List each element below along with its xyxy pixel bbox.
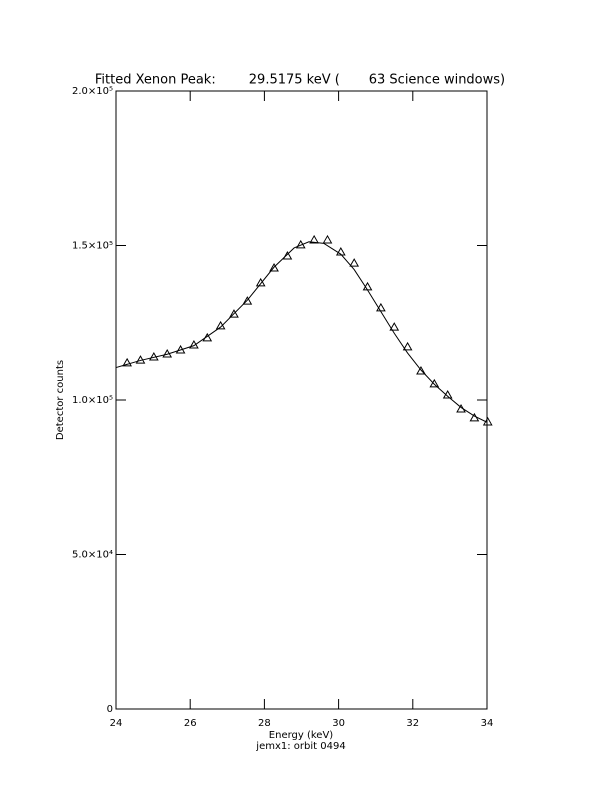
- x-tick-label: 32: [406, 718, 419, 729]
- y-tick-label: 2.0×10⁵: [72, 86, 113, 97]
- chart-title: Fitted Xenon Peak: 29.5175 keV ( 63 Scie…: [95, 73, 505, 88]
- data-point: [255, 277, 266, 287]
- y-tick-label: 1.5×10⁵: [72, 241, 113, 252]
- fit-line: [115, 241, 488, 423]
- x-axis-label: Energy (keV): [269, 730, 334, 741]
- data-point: [416, 365, 426, 375]
- data-point: [402, 341, 413, 351]
- data-point: [335, 246, 346, 256]
- data-point: [309, 234, 319, 244]
- data-point: [282, 250, 293, 260]
- data-point: [242, 296, 253, 305]
- y-tick-label: 0: [107, 704, 113, 715]
- x-tick-label: 28: [258, 718, 271, 729]
- x-tick-label: 34: [481, 718, 494, 729]
- y-tick-label: 5.0×10⁴: [72, 550, 113, 561]
- subtitle: jemx1: orbit 0494: [255, 741, 345, 752]
- y-axis-label: Detector counts: [55, 360, 66, 440]
- x-tick-label: 24: [110, 718, 123, 729]
- data-point: [442, 390, 453, 399]
- data-point: [269, 263, 279, 272]
- data-point: [349, 258, 360, 267]
- data-point: [122, 357, 132, 367]
- x-tick-label: 30: [332, 718, 345, 729]
- y-tick-label: 1.0×10⁵: [72, 395, 113, 406]
- data-point: [229, 309, 239, 318]
- x-tick-label: 26: [184, 718, 197, 729]
- data-point: [456, 403, 466, 413]
- data-point: [215, 320, 226, 330]
- plot-frame: [115, 90, 488, 710]
- data-point: [322, 234, 333, 244]
- data-point: [429, 378, 440, 388]
- data-point: [389, 322, 400, 331]
